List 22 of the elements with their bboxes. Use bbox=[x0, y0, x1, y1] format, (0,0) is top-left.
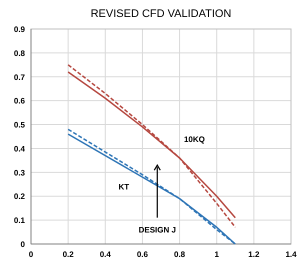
x-tick-label: 1 bbox=[214, 250, 220, 259]
y-tick-label: 0.1 bbox=[14, 216, 26, 226]
y-tick-label: 0.4 bbox=[14, 144, 26, 154]
y-tick-label: 0.7 bbox=[14, 72, 26, 82]
y-tick-label: 0.2 bbox=[14, 192, 26, 202]
x-tick-label: 0.6 bbox=[136, 250, 149, 259]
y-tick-label: 0.3 bbox=[14, 168, 26, 178]
chart-title: REVISED CFD VALIDATION bbox=[90, 8, 232, 20]
y-tick-label: 0.6 bbox=[14, 96, 26, 106]
annotation: 10KQ bbox=[184, 134, 205, 144]
y-tick-label: 0.5 bbox=[14, 120, 26, 130]
annotation: KT bbox=[118, 182, 130, 192]
x-tick-label: 0 bbox=[28, 250, 34, 259]
x-tick-label: 1.4 bbox=[285, 250, 298, 259]
y-tick-label: 0 bbox=[20, 240, 26, 249]
x-tick-label: 0.2 bbox=[62, 250, 74, 259]
x-tick-label: 0.8 bbox=[174, 250, 186, 259]
x-tick-label: 1.2 bbox=[248, 250, 260, 259]
x-tick-label: 0.4 bbox=[100, 250, 112, 259]
y-tick-label: 0.9 bbox=[14, 25, 26, 34]
annotation: DESIGN J bbox=[138, 226, 176, 235]
y-tick-label: 0.8 bbox=[14, 48, 26, 58]
